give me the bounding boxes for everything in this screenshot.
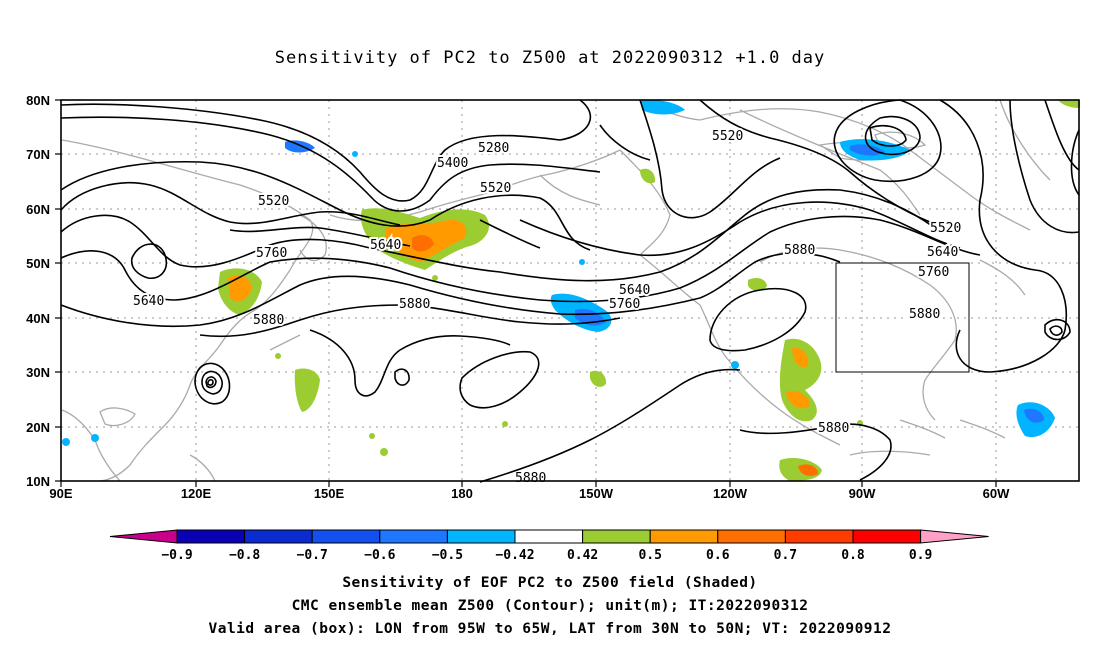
contour-label: 5520 [712,129,743,144]
lon-label: 90W [849,486,876,501]
grid-lines [61,100,1079,481]
contour-label: 5760 [256,246,287,261]
colorbar-label: 0.8 [841,548,865,563]
colorbar-label: −0.5 [432,548,463,563]
contour-label: 5880 [253,313,284,328]
lat-label: 30N [26,365,50,380]
lat-label: 70N [26,147,50,162]
shade-wpac-green [294,368,320,412]
lon-labels: 90E 120E 150E 180 150W 120W 90W 60W [49,486,1010,501]
colorbar-label: −0.9 [161,548,192,563]
caption-line-3: Valid area (box): LON from 95W to 65W, L… [208,621,892,637]
colorbar-label: 0.9 [909,548,932,563]
contour-label: 5880 [399,297,430,312]
contour-labels: 5280 5400 5520 5520 5640 5760 5640 5880 … [131,127,963,486]
colorbar-bin [717,529,786,544]
lon-label: 180 [451,486,473,501]
shade-uswest-green [748,278,767,291]
colorbar-low-end [109,529,178,544]
colorbar-label: 0.7 [774,548,797,563]
colorbar-label: −0.7 [297,548,328,563]
contour-label: 5880 [784,243,815,258]
lon-label: 120W [713,486,748,501]
colorbar-high-end [920,529,989,544]
shade-japan-orange [228,275,252,302]
contour-label-bottom: 5880 [515,471,546,486]
figure-title: Sensitivity of PC2 to Z500 at 2022090312… [274,48,826,68]
contour-label: 5520 [258,194,289,209]
shade-mexico-orange1 [792,347,809,368]
valid-area-box [835,262,970,373]
lon-label: 60W [983,486,1010,501]
contour-label: 5520 [480,181,511,196]
shade-mexico-orange3 [798,464,818,476]
colorbar-bin [649,529,719,544]
shade-alaska-green [640,168,656,184]
map-frame [60,99,1080,482]
colorbar-bin [311,529,381,544]
shade-atlantic-blue-dark [1024,408,1044,423]
axis-ticks [55,99,997,487]
caption-line-2: CMC ensemble mean Z500 (Contour); unit(m… [291,598,809,614]
colorbar-bin [582,529,651,544]
lon-label: 120E [181,486,212,501]
caption-line-1: Sensitivity of EOF PC2 to Z500 field (Sh… [342,575,758,591]
lon-label: 150W [579,486,614,501]
lat-label: 20N [26,420,50,435]
coastlines [61,99,1051,482]
lat-label: 60N [26,202,50,217]
colorbar: −0.9 −0.8 −0.7 −0.6 −0.5 −0.42 0.42 0.5 0.6 0.7 0.… [109,529,989,563]
lat-label: 80N [26,93,50,108]
z500-contours [60,99,1080,483]
shade-arctic-green [1058,100,1080,108]
contour-label: 5880 [909,307,940,322]
colorbar-bin [784,529,854,544]
contour-label: 5760 [918,265,949,280]
shade-centralpac-green [590,370,607,387]
colorbar-label: −0.6 [364,548,395,563]
colorbar-bin [852,529,922,544]
colorbar-bin [446,529,516,544]
lat-label: 10N [26,474,50,489]
contour-label: 5640 [927,245,958,260]
shaded-sensitivity [62,99,1080,481]
lat-labels: 80N 70N 60N 50N 40N 30N 20N 10N [26,93,50,489]
colorbar-label: 0.6 [706,548,730,563]
contour-label: 5520 [930,221,961,236]
shade-hudson-blue-dark [850,144,885,156]
colorbar-bin [244,529,313,544]
contour-label: 5880 [818,421,849,436]
contour-label: 5280 [478,141,509,156]
shade-mexico-orange2 [786,390,810,409]
contour-label: 5400 [437,156,468,171]
lat-label: 50N [26,256,50,271]
colorbar-label: 0.42 [567,548,598,563]
colorbar-label: 0.5 [638,548,661,563]
colorbar-label: −0.42 [495,548,534,563]
contour-label: 5640 [370,238,401,253]
colorbar-label: −0.8 [229,548,260,563]
contour-label: 5640 [133,294,164,309]
lon-label: 150E [314,486,345,501]
lat-label: 40N [26,311,50,326]
colorbar-bin [176,529,246,544]
shade-arctic-blue [640,99,685,115]
contour-label: 5760 [609,297,640,312]
lon-label: 90E [49,486,72,501]
colorbar-bin [514,529,584,544]
shade-kamchatka-red [412,235,434,252]
colorbar-bin [379,529,448,544]
contour-label: 5640 [619,283,650,298]
